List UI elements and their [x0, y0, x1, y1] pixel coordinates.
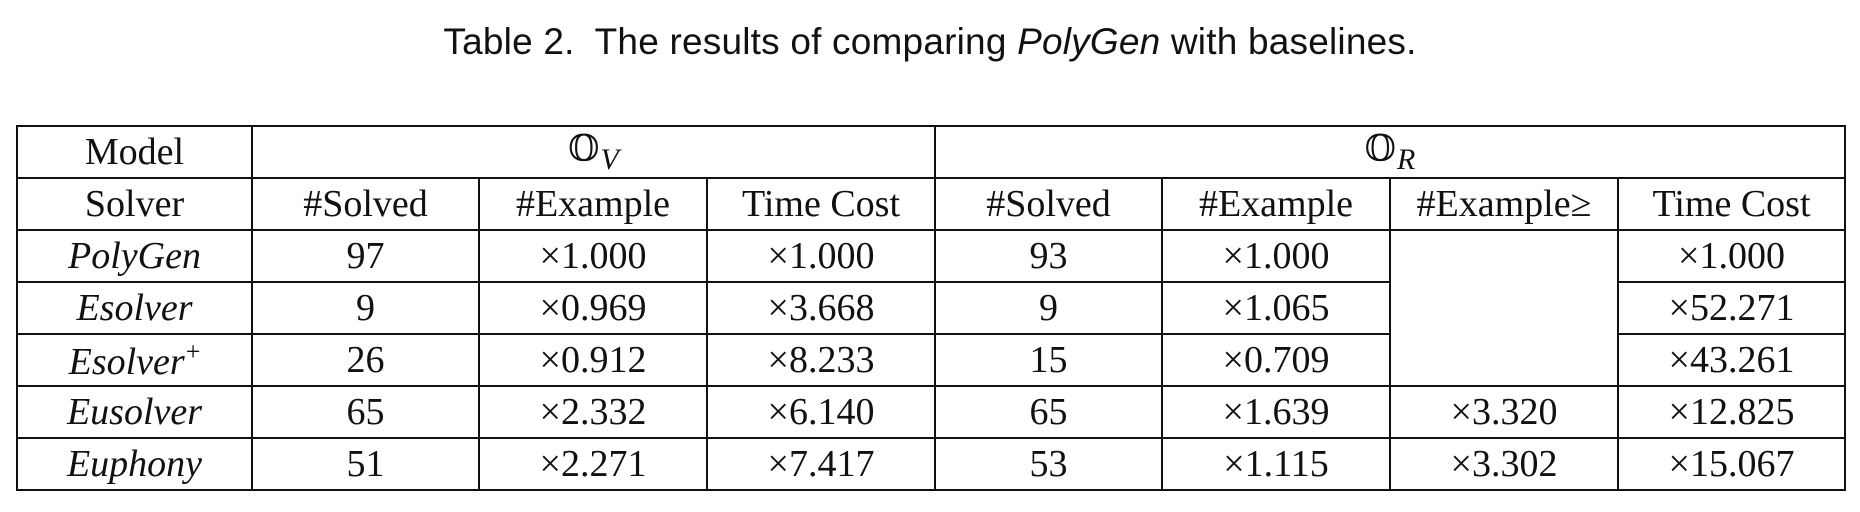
r-example-cell: ×0.709 — [1161, 333, 1391, 387]
r-solved-cell: 65 — [934, 385, 1163, 439]
solver-superscript: + — [185, 337, 201, 366]
r-solved-cell: 93 — [934, 229, 1163, 283]
header-solver: Solver — [16, 177, 253, 231]
v-time-cell: ×3.668 — [706, 281, 936, 335]
solver-cell: Eusolver — [16, 385, 253, 439]
v-solved-cell: 26 — [251, 333, 480, 387]
caption-text-after: with baselines. — [1170, 21, 1417, 62]
r-solved-cell: 9 — [934, 281, 1163, 335]
group-r-subscript: R — [1397, 142, 1416, 176]
v-solved-cell: 51 — [251, 437, 480, 491]
r-solved-cell: 53 — [934, 437, 1163, 491]
results-table: Model 𝕆V 𝕆R Solver #Solved #Example Time… — [16, 125, 1846, 491]
solver-name: Euphony — [66, 443, 203, 485]
header-group-v: 𝕆V — [251, 125, 936, 179]
r-time-cell: ×12.825 — [1617, 385, 1846, 439]
header-row-columns: Solver #Solved #Example Time Cost #Solve… — [16, 177, 1846, 231]
v-time-cell: ×8.233 — [706, 333, 936, 387]
caption-system-name: PolyGen — [1017, 21, 1161, 62]
caption-text-before: The results of comparing — [594, 21, 1007, 62]
header-v-solved: #Solved — [251, 177, 480, 231]
header-row-groups: Model 𝕆V 𝕆R — [16, 125, 1846, 179]
table-row: Esolver 9 ×0.969 ×3.668 9 ×1.065 ×52.271 — [16, 281, 1846, 335]
header-v-time-cost: Time Cost — [706, 177, 936, 231]
r-example-cell: ×1.115 — [1161, 437, 1391, 491]
solver-name: PolyGen — [68, 235, 201, 277]
table-caption: Table 2. The results of comparing PolyGen… — [0, 16, 1860, 68]
v-solved-cell: 97 — [251, 229, 480, 283]
r-solved-cell: 15 — [934, 333, 1163, 387]
v-solved-cell: 65 — [251, 385, 480, 439]
table-row: Euphony 51 ×2.271 ×7.417 53 ×1.115 ×3.30… — [16, 437, 1846, 491]
r-example-ge-cell: ×3.302 — [1389, 437, 1619, 491]
solver-cell: Esolver — [16, 281, 253, 335]
r-time-cell: ×1.000 — [1617, 229, 1846, 283]
r-example-ge-cell: ×3.320 — [1389, 385, 1619, 439]
r-time-cell: ×52.271 — [1617, 281, 1846, 335]
v-solved-cell: 9 — [251, 281, 480, 335]
table-row: PolyGen 97 ×1.000 ×1.000 93 ×1.000 ×1.00… — [16, 229, 1846, 387]
solver-cell: PolyGen — [16, 229, 253, 283]
solver-cell: Esolver+ — [16, 333, 253, 387]
table-row: Esolver+ 26 ×0.912 ×8.233 15 ×0.709 ×43.… — [16, 333, 1846, 387]
v-example-cell: ×2.332 — [478, 385, 708, 439]
v-time-cell: ×1.000 — [706, 229, 936, 283]
v-time-cell: ×6.140 — [706, 385, 936, 439]
solver-name: Esolver — [76, 287, 193, 329]
caption-label: Table 2. — [443, 21, 575, 62]
header-r-example: #Example — [1161, 177, 1391, 231]
r-example-cell: ×1.639 — [1161, 385, 1391, 439]
r-example-ge-empty-cell — [1389, 229, 1619, 387]
v-time-cell: ×7.417 — [706, 437, 936, 491]
header-model: Model — [16, 125, 253, 179]
header-v-example: #Example — [478, 177, 708, 231]
r-example-cell: ×1.065 — [1161, 281, 1391, 335]
header-r-time-cost: Time Cost — [1617, 177, 1846, 231]
header-group-r: 𝕆R — [934, 125, 1846, 179]
header-r-example-ge: #Example≥ — [1389, 177, 1619, 231]
r-example-cell: ×1.000 — [1161, 229, 1391, 283]
solver-name: Esolver — [68, 341, 185, 383]
group-v-subscript: V — [600, 142, 619, 176]
group-v-symbol: 𝕆 — [568, 128, 600, 170]
v-example-cell: ×0.912 — [478, 333, 708, 387]
r-time-cell: ×15.067 — [1617, 437, 1846, 491]
solver-name: Eusolver — [66, 391, 203, 433]
table-row: Eusolver 65 ×2.332 ×6.140 65 ×1.639 ×3.3… — [16, 385, 1846, 439]
group-r-symbol: 𝕆 — [1364, 128, 1397, 170]
v-example-cell: ×0.969 — [478, 281, 708, 335]
v-example-cell: ×2.271 — [478, 437, 708, 491]
r-time-cell: ×43.261 — [1617, 333, 1846, 387]
solver-cell: Euphony — [16, 437, 253, 491]
header-r-solved: #Solved — [934, 177, 1163, 231]
v-example-cell: ×1.000 — [478, 229, 708, 283]
